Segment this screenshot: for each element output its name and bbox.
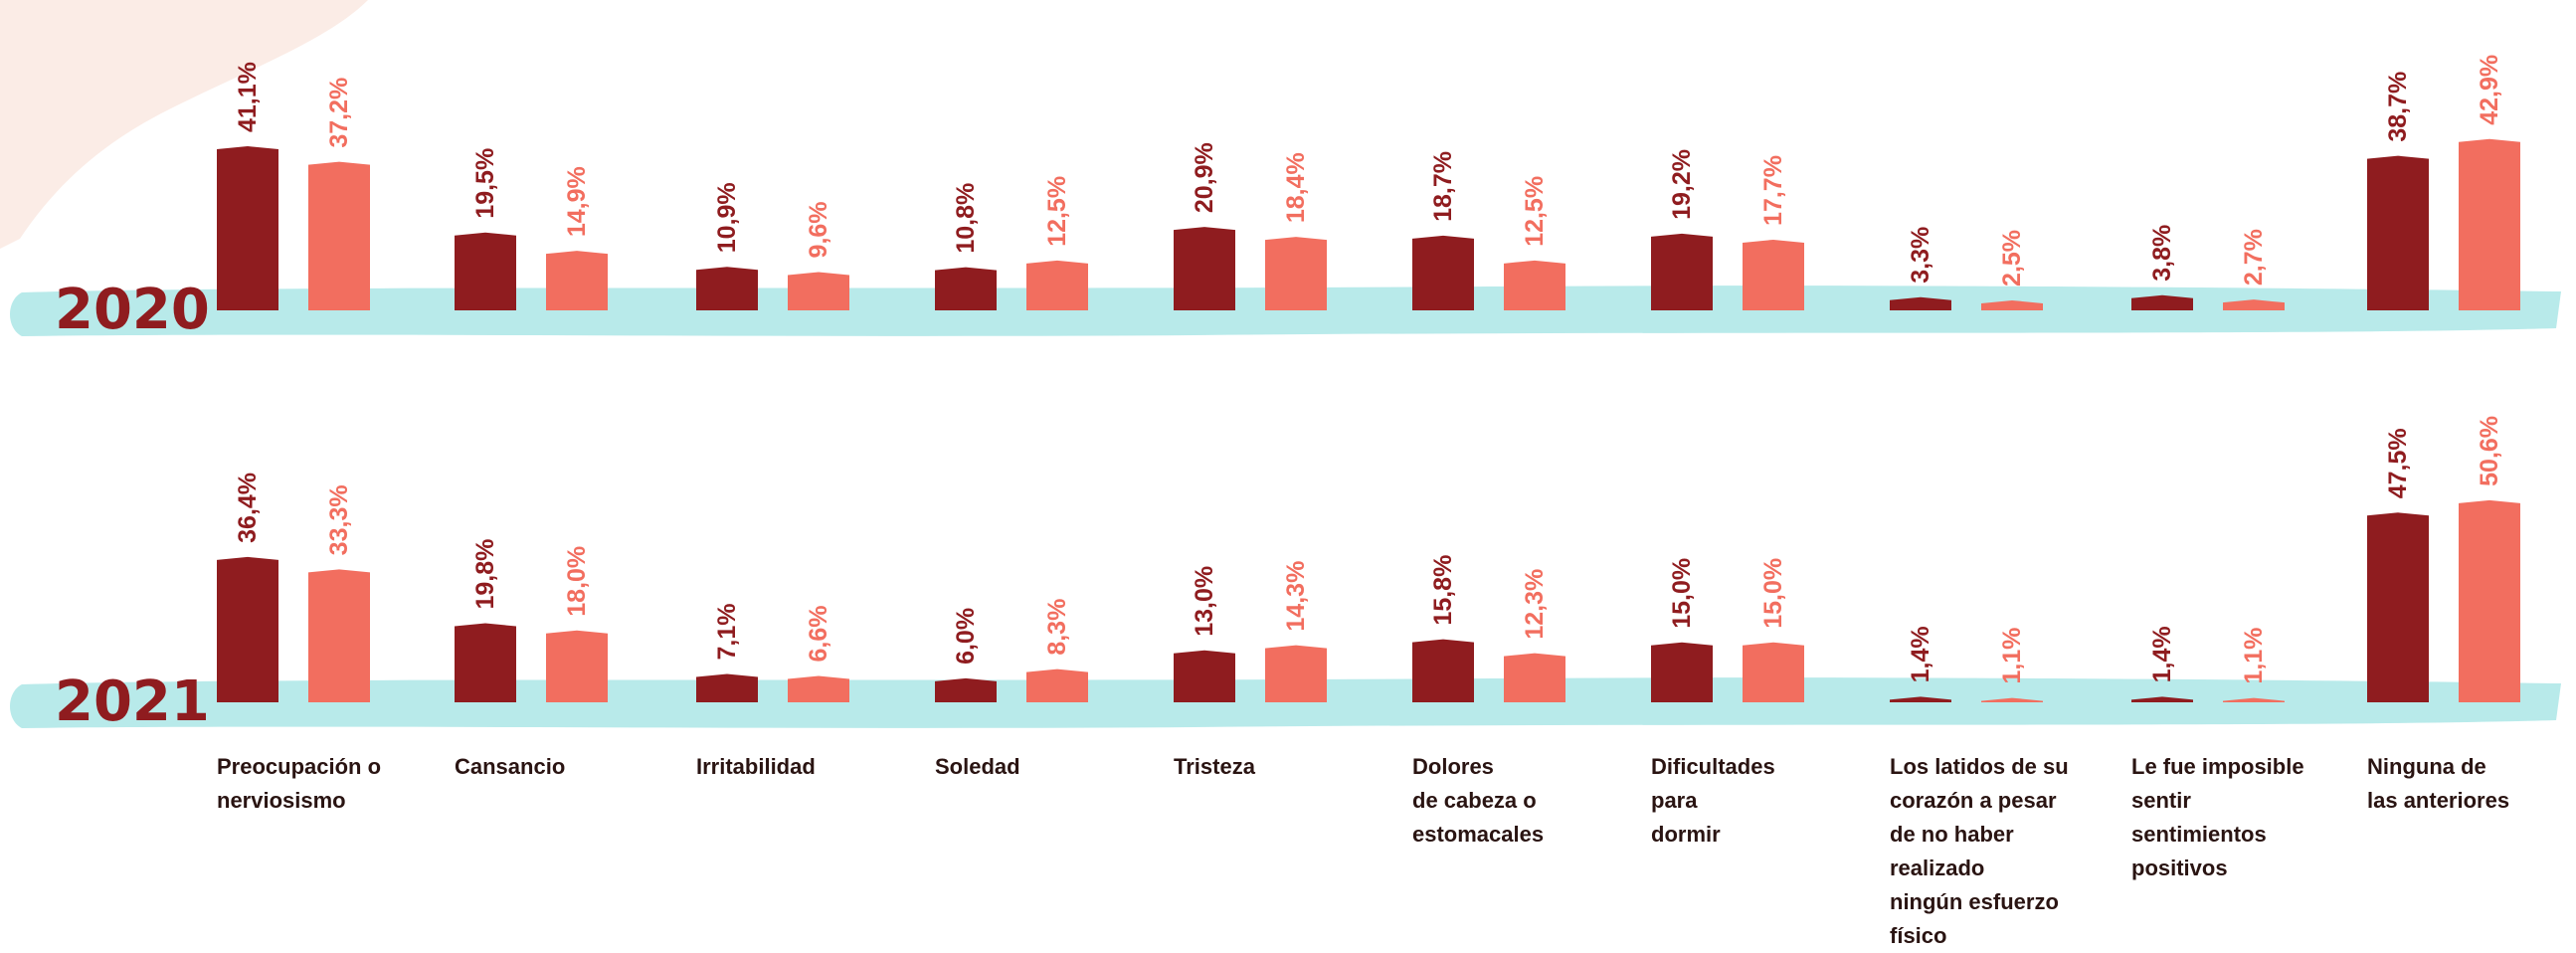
value-label: 6,6% <box>805 606 832 663</box>
bar <box>788 675 849 702</box>
category-label: Soledad <box>935 754 1020 779</box>
value-label: 6,0% <box>952 608 980 665</box>
bar <box>308 569 370 702</box>
value-label: 18,4% <box>1282 152 1310 223</box>
bars <box>217 138 2520 702</box>
bar <box>1026 260 1088 310</box>
baseline-band-2021 <box>10 677 2561 728</box>
value-label: 33,3% <box>325 484 353 555</box>
value-label: 2,5% <box>1998 230 2026 286</box>
year-label-2021: 2021 <box>55 669 210 734</box>
value-label: 2,7% <box>2240 229 2268 286</box>
bar <box>546 630 608 702</box>
value-label: 17,7% <box>1759 155 1787 226</box>
bar <box>1504 653 1565 702</box>
bar <box>2131 294 2193 310</box>
bar <box>546 251 608 310</box>
bar <box>935 267 997 310</box>
category-label: Ninguna de las anteriores <box>2367 754 2510 813</box>
bar <box>217 556 278 702</box>
bar <box>1743 642 1804 702</box>
bar <box>1026 668 1088 702</box>
value-labels: 41,1% 19,5% 10,9% 10,8% 20,9% 18,7% 19,2% 3,3% 3… <box>234 55 2503 684</box>
value-label: 14,9% <box>563 166 591 237</box>
value-label: 1,4% <box>1907 626 1934 682</box>
bar <box>2367 155 2429 310</box>
bar <box>1174 650 1235 702</box>
value-label: 15,8% <box>1429 555 1457 626</box>
year-label-2020: 2020 <box>55 278 210 342</box>
bar <box>1412 235 1474 310</box>
bar <box>2131 696 2193 702</box>
bar <box>1265 645 1327 702</box>
bar <box>1265 237 1327 310</box>
bar <box>2223 299 2285 310</box>
bar <box>2223 697 2285 702</box>
bar <box>1504 260 1565 310</box>
category-label: Los latidos de su corazón a pesar de no … <box>1890 754 2069 948</box>
category-label: Cansancio <box>455 754 566 779</box>
year-labels: 2020 2021 <box>55 278 210 734</box>
value-label: 13,0% <box>1191 566 1218 637</box>
value-label: 20,9% <box>1191 142 1218 213</box>
bar <box>2367 512 2429 702</box>
category-label: Preocupación o nerviosismo <box>217 754 382 813</box>
value-label: 15,0% <box>1759 558 1787 629</box>
bar <box>1651 233 1713 310</box>
value-label: 19,8% <box>471 539 499 610</box>
value-label: 18,0% <box>563 546 591 617</box>
bar <box>1890 696 1951 702</box>
value-label: 50,6% <box>2476 416 2503 486</box>
bar <box>2459 499 2520 702</box>
category-label: Dificultades para dormir <box>1651 754 1775 847</box>
value-label: 36,4% <box>234 473 262 543</box>
value-label: 14,3% <box>1282 561 1310 632</box>
value-label: 1,1% <box>2240 628 2268 684</box>
bar <box>935 677 997 702</box>
bar <box>2459 138 2520 310</box>
bar <box>455 232 516 310</box>
value-label: 12,3% <box>1521 569 1549 640</box>
bar <box>1981 299 2043 310</box>
value-label: 1,1% <box>1998 628 2026 684</box>
decorative-corner-blob <box>0 0 368 249</box>
category-label: Irritabilidad <box>696 754 816 779</box>
value-label: 37,2% <box>325 78 353 148</box>
value-label: 41,1% <box>234 62 262 132</box>
category-label: Le fue imposible sentir sentimientos pos… <box>2131 754 2304 880</box>
category-label: Dolores de cabeza o estomacales <box>1412 754 1545 847</box>
bar <box>1743 239 1804 310</box>
bar <box>1651 642 1713 702</box>
value-label: 3,8% <box>2148 225 2176 282</box>
value-label: 10,8% <box>952 183 980 254</box>
value-label: 9,6% <box>805 201 832 258</box>
bar <box>308 161 370 310</box>
value-label: 47,5% <box>2384 428 2412 498</box>
value-label: 19,2% <box>1668 149 1696 220</box>
bar <box>1412 639 1474 702</box>
bar <box>217 146 278 310</box>
value-label: 15,0% <box>1668 558 1696 629</box>
value-label: 8,3% <box>1043 599 1071 656</box>
value-label: 10,9% <box>713 182 741 253</box>
category-label: Tristeza <box>1174 754 1255 779</box>
value-label: 12,5% <box>1521 176 1549 247</box>
bar <box>788 272 849 310</box>
bar <box>455 623 516 702</box>
value-label: 7,1% <box>713 604 741 661</box>
bar <box>1174 227 1235 310</box>
value-label: 3,3% <box>1907 227 1934 284</box>
bar <box>1890 296 1951 310</box>
value-label: 18,7% <box>1429 151 1457 222</box>
bar <box>696 267 758 310</box>
value-label: 19,5% <box>471 148 499 219</box>
value-label: 38,7% <box>2384 72 2412 142</box>
value-label: 42,9% <box>2476 55 2503 125</box>
value-label: 12,5% <box>1043 176 1071 247</box>
bar <box>1981 697 2043 702</box>
value-label: 1,4% <box>2148 626 2176 682</box>
bar <box>696 673 758 702</box>
